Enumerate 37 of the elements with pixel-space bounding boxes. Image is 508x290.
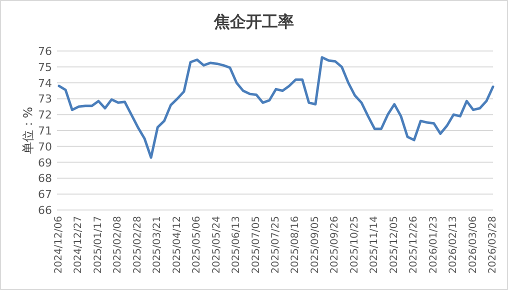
chart-title: 焦企开工率 — [213, 12, 294, 31]
y-tick-label: 75 — [38, 60, 52, 74]
y-tick-label: 74 — [38, 76, 52, 90]
x-tick-label: 2025/08/16 — [290, 216, 302, 274]
x-tick-label: 2026/03/06 — [468, 216, 479, 274]
x-tick-label: 2025/01/17 — [92, 216, 104, 274]
x-tick-label: 2025/07/25 — [270, 216, 282, 274]
x-tick-label: 2025/09/26 — [330, 216, 341, 274]
x-tick-label: 2025/11/14 — [369, 216, 380, 274]
x-tick-label: 2025/06/13 — [231, 216, 242, 274]
line-series — [58, 56, 494, 159]
x-tick-label: 2025/04/12 — [172, 216, 183, 274]
x-tick-label: 2024/12/06 — [54, 216, 64, 274]
y-tick-label: 66 — [38, 204, 52, 217]
x-tick-label: 2025/02/28 — [132, 216, 144, 274]
x-tick-label: 2025/03/21 — [152, 216, 164, 274]
x-tick-label: 2025/10/25 — [349, 216, 360, 274]
y-tick-label: 76 — [38, 45, 52, 58]
x-tick-label: 2026/01/23 — [428, 216, 440, 274]
x-tick-label: 2025/05/24 — [211, 216, 222, 274]
x-tick-label: 2025/09/05 — [310, 216, 321, 274]
y-tick-label: 73 — [38, 92, 52, 106]
y-tick-label: 68 — [38, 172, 52, 186]
x-tick-label: 2025/12/05 — [388, 216, 400, 274]
x-tick-label: 2025/05/06 — [192, 216, 203, 274]
y-axis-title: 单位：% — [21, 106, 35, 154]
x-tick-label: 2025/02/08 — [112, 216, 124, 274]
x-tick-label: 2026/02/13 — [448, 216, 460, 274]
x-tick-label: 2026/03/28 — [488, 216, 498, 274]
x-tick-label: 2025/07/05 — [250, 216, 262, 274]
x-tick-label: 2024/12/27 — [73, 216, 84, 274]
y-tick-label: 71 — [38, 124, 52, 138]
y-tick-label: 72 — [38, 108, 52, 122]
x-tick-label: 2025/12/26 — [408, 216, 420, 274]
y-tick-label: 70 — [38, 140, 52, 154]
y-tick-label: 69 — [38, 156, 52, 170]
y-tick-label: 67 — [38, 188, 52, 202]
